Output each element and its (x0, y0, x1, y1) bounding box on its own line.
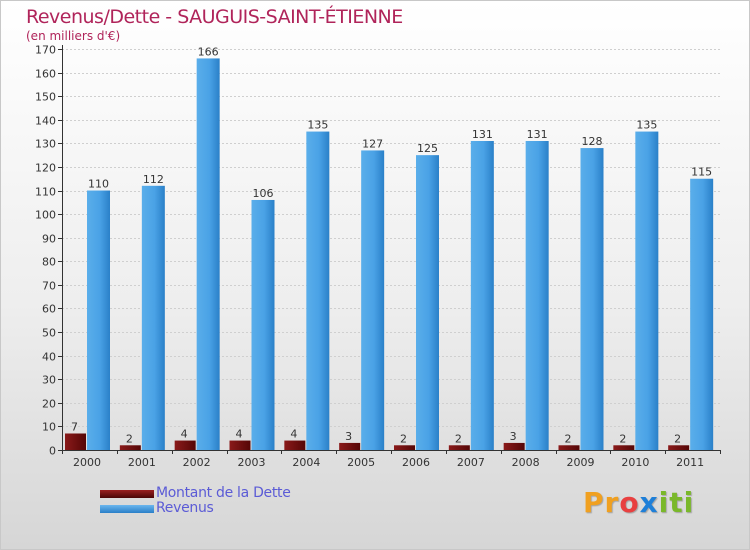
x-tick-label: 2011 (676, 456, 704, 469)
data-label-dette: 3 (510, 430, 517, 443)
data-label-revenus: 127 (362, 137, 383, 150)
y-tick-label: 130 (35, 138, 56, 151)
data-label-revenus: 131 (472, 128, 493, 141)
x-tick-label: 2000 (73, 456, 101, 469)
logo-letter: r (604, 486, 620, 519)
data-label-dette: 2 (400, 432, 407, 445)
data-label-dette: 2 (674, 432, 681, 445)
x-tick-label: 2003 (238, 456, 266, 469)
bar-dette (394, 445, 415, 450)
logo-letter: o (619, 486, 640, 519)
legend-label-revenus: Revenus (156, 500, 214, 516)
bar-revenus (690, 178, 714, 450)
bar-dette (174, 440, 196, 450)
x-tick-label: 2006 (402, 456, 430, 469)
bar-revenus (361, 150, 385, 450)
bar-dette (448, 445, 470, 450)
bar-dette (65, 433, 86, 450)
data-label-revenus: 115 (691, 166, 712, 179)
bar-dette (558, 445, 580, 450)
logo-letter: i (658, 486, 670, 519)
logo-letter: x (639, 486, 659, 519)
y-tick-label: 140 (35, 115, 56, 128)
bar-revenus (251, 199, 275, 450)
data-label-dette: 2 (126, 432, 133, 445)
data-label-revenus: 112 (143, 173, 164, 186)
data-label-revenus: 110 (88, 178, 109, 191)
data-label-revenus: 125 (417, 142, 438, 155)
bar-revenus (525, 140, 549, 450)
logo-letter: i (683, 486, 695, 519)
bar-dette (284, 440, 306, 450)
chart-subtitle: (en milliers d'€) (26, 29, 121, 43)
bar-dette (339, 442, 361, 450)
x-tick-label: 2010 (621, 456, 649, 469)
legend-label-dette: Montant de la Dette (156, 485, 291, 501)
data-label-dette: 7 (71, 420, 78, 433)
y-tick-label: 90 (42, 233, 56, 246)
x-tick-label: 2007 (457, 456, 485, 469)
data-label-dette: 3 (345, 430, 352, 443)
bar-dette (503, 442, 525, 450)
y-tick-label: 50 (42, 327, 56, 340)
data-label-revenus: 106 (253, 187, 274, 200)
y-tick-label: 160 (35, 68, 56, 81)
y-tick-label: 100 (35, 209, 56, 222)
x-tick-label: 2001 (128, 456, 156, 469)
x-tick-label: 2009 (567, 456, 595, 469)
data-label-dette: 4 (181, 428, 188, 441)
x-tick-label: 2008 (512, 456, 540, 469)
data-label-revenus: 166 (198, 45, 219, 58)
chart-title: Revenus/Dette - SAUGUIS-SAINT-ÉTIENNE (26, 6, 403, 28)
bar-revenus (580, 148, 604, 450)
data-label-revenus: 131 (527, 128, 548, 141)
legend-swatch-dette (100, 490, 154, 498)
bar-revenus (635, 131, 659, 450)
y-tick-label: 60 (42, 303, 56, 316)
bar-dette (613, 445, 635, 450)
x-tick-label: 2002 (183, 456, 211, 469)
legend-swatch-revenus (100, 505, 154, 513)
y-tick-label: 80 (42, 256, 56, 269)
logo-letter: t (669, 486, 684, 519)
y-tick-label: 20 (42, 398, 56, 411)
bar-revenus (470, 140, 494, 450)
bar-revenus (87, 190, 110, 450)
bar-dette (668, 445, 690, 450)
y-tick-label: 70 (42, 280, 56, 293)
data-label-dette: 2 (619, 432, 626, 445)
data-label-dette: 4 (290, 428, 297, 441)
bar-revenus (141, 185, 165, 450)
y-tick-label: 40 (42, 351, 56, 364)
data-label-revenus: 128 (582, 135, 603, 148)
data-label-dette: 2 (455, 432, 462, 445)
bar-dette (229, 440, 251, 450)
bar-revenus (416, 155, 439, 450)
bar-dette (119, 445, 141, 450)
bar-revenus (196, 58, 220, 450)
y-tick-label: 0 (49, 445, 56, 458)
y-tick-label: 170 (35, 44, 56, 57)
data-label-dette: 2 (565, 432, 572, 445)
data-label-revenus: 135 (636, 119, 657, 132)
x-tick-label: 2005 (347, 456, 375, 469)
y-tick-label: 10 (42, 421, 56, 434)
proxiti-logo: Proxiti (583, 486, 694, 519)
data-label-dette: 4 (236, 428, 243, 441)
y-tick-label: 120 (35, 162, 56, 175)
x-tick-label: 2004 (292, 456, 320, 469)
bar-revenus (306, 131, 330, 450)
y-tick-label: 110 (35, 186, 56, 199)
y-tick-label: 30 (42, 374, 56, 387)
y-tick-label: 150 (35, 91, 56, 104)
logo-letter: P (583, 486, 605, 519)
data-label-revenus: 135 (307, 119, 328, 132)
